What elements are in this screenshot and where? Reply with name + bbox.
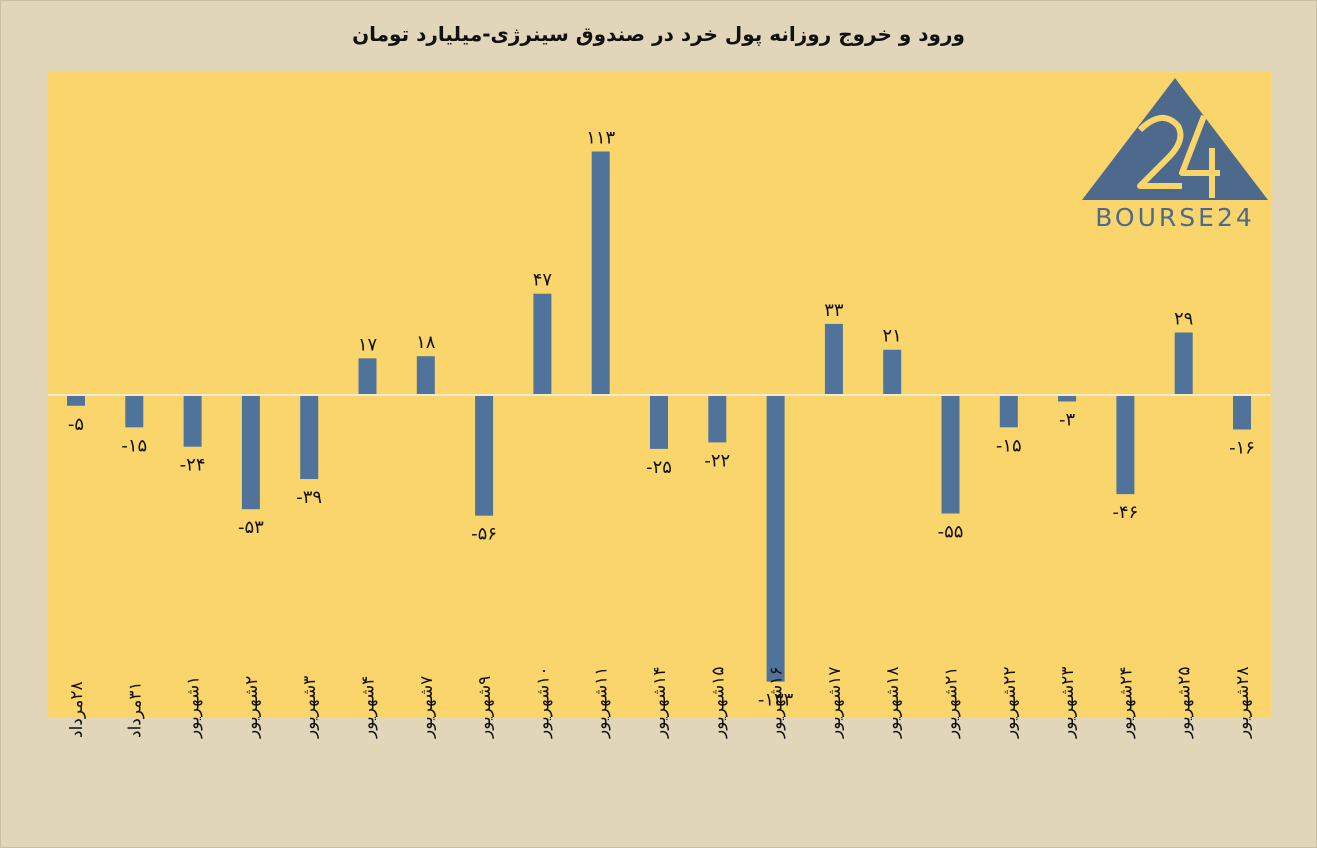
value-label-11: -۲۵ [646,457,672,478]
x-tick-label-13: ۱۶شهریور [767,667,787,739]
value-label-13: -۱۳۳ [758,690,794,711]
value-label-3: -۲۴ [180,455,206,476]
x-tick-label-7: ۷شهریور [417,676,437,739]
x-tick-label-4: ۲شهریور [242,676,262,739]
x-tick-label-20: ۲۵شهریور [1175,667,1195,739]
bar-2 [125,395,144,428]
x-tick-label-9: ۱۰شهریور [533,667,553,739]
bar-1 [67,395,85,406]
value-label-7: ۱۸ [416,332,436,353]
bar-21 [1233,395,1251,430]
value-label-1: -۵ [68,414,84,435]
value-label-17: -۱۵ [996,435,1022,456]
x-tick-label-14: ۱۷شهریور [825,667,845,739]
x-tick-label-19: ۲۴شهریور [1116,667,1136,739]
bar-8 [475,395,494,516]
bar-14 [824,323,843,395]
bar-3 [183,395,202,447]
bar-20 [1174,332,1193,395]
bar-17 [999,395,1018,428]
bar-12 [708,395,727,443]
x-tick-label-12: ۱۵شهریور [708,667,728,739]
x-tick-label-17: ۲۲شهریور [1000,667,1020,739]
x-tick-label-8: ۹شهریور [475,676,495,739]
bar-7 [416,356,435,395]
value-label-10: ۱۱۳ [586,127,615,148]
bar-13 [766,395,785,682]
bar-5 [300,395,319,480]
value-label-5: -۳۹ [296,487,322,508]
x-tick-label-18: ۲۳شهریور [1058,667,1078,739]
bar-6 [358,358,377,395]
bar-4 [241,395,260,510]
value-label-9: ۴۷ [533,270,553,291]
value-label-12: -۲۲ [704,450,730,471]
x-tick-label-11: ۱۴شهریور [650,667,670,739]
value-label-20: ۲۹ [1174,309,1193,330]
value-label-19: -۴۶ [1112,502,1138,523]
logo-text: BOURSE24 [1095,203,1255,232]
chart-title: ورود و خروج روزانه پول خرد در صندوق سینر… [352,22,965,46]
x-tick-label-10: ۱۱شهریور [592,667,612,739]
value-label-16: -۵۵ [938,522,964,543]
value-label-18: -۳ [1059,409,1075,430]
value-label-2: -۱۵ [121,435,147,456]
bourse24-triangle-logo [1082,78,1268,200]
value-label-14: ۳۳ [824,300,844,321]
x-tick-label-2: ۳۱مرداد [125,681,145,738]
x-tick-label-3: ۱شهریور [184,676,204,739]
bar-18 [1058,395,1077,402]
x-tick-label-15: ۱۸شهریور [883,667,903,739]
value-label-15: ۲۱ [883,326,902,347]
x-tick-label-1: ۲۸مرداد [67,681,87,738]
bar-19 [1116,395,1135,495]
bar-10 [591,151,610,395]
value-label-4: -۵۳ [238,517,264,538]
bar-15 [883,349,902,395]
bar-11 [650,395,668,449]
x-tick-label-6: ۴شهریور [359,676,379,739]
bar-16 [941,395,960,514]
value-label-6: ۱۷ [358,334,378,355]
x-tick-label-21: ۲۸شهریور [1233,667,1253,739]
x-tick-label-5: ۳شهریور [300,676,320,739]
x-tick-label-16: ۲۱شهریور [942,667,962,739]
value-label-21: -۱۶ [1229,437,1255,458]
value-label-8: -۵۶ [471,524,497,545]
bar-9 [533,293,552,395]
